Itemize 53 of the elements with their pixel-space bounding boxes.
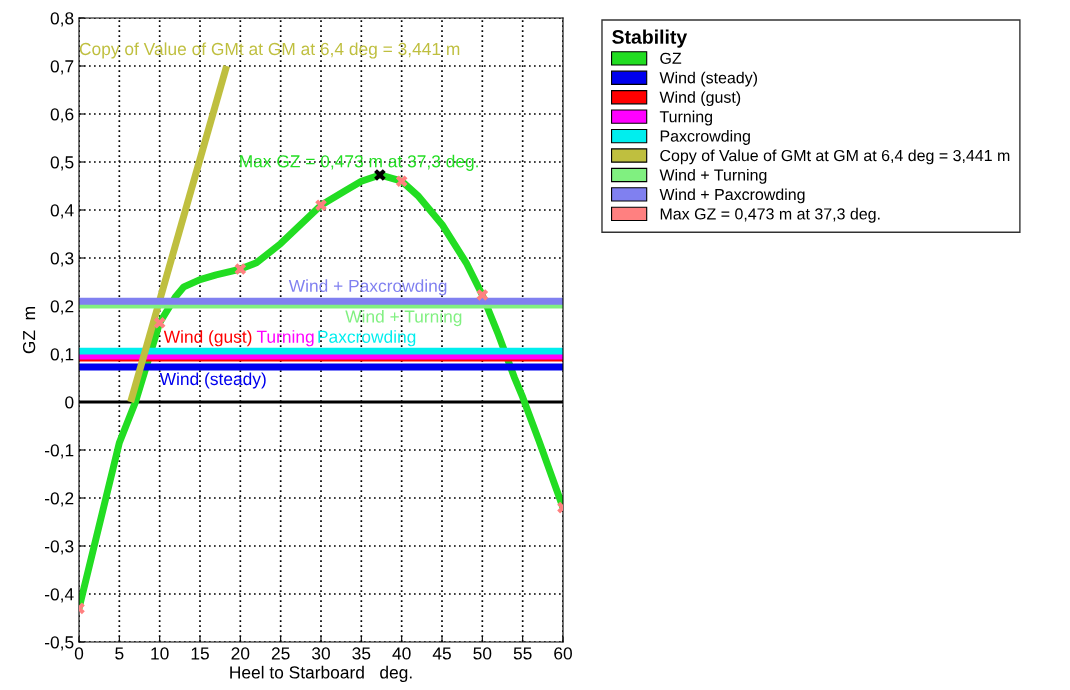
x-tick-label: 10 [151,647,169,660]
x-axis-title: Heel to Starboard deg. [230,665,412,683]
point [395,175,408,188]
annotation: Wind (gust) [163,330,252,347]
y-axis-title: GZ m [22,307,36,354]
annotation: Wind (steady) [159,372,266,389]
x-tick-label: 30 [312,647,330,660]
annotation: Max GZ = 0,473 m at 37,3 deg. [240,154,478,171]
annotation: Wind + Turning [345,309,462,327]
legend-label: Wind + Paxcrowding [659,188,805,204]
x-tick-label: 25 [271,647,290,660]
x-tick-label: 5 [115,647,124,660]
legend-label: Turning [659,110,713,126]
x-tick-label: 15 [191,647,209,660]
legend-label: Paxcrowding [660,130,750,145]
y-tick-label: 0,5 [50,156,74,171]
x-tick-label: 0 [74,647,84,660]
x-tick-label: 35 [352,647,371,660]
legend-label: GZ [660,52,682,64]
y-tick-label: 0,7 [50,60,74,75]
y-tick-label: 0,3 [50,252,74,267]
y-tick-label: 0,6 [50,108,74,123]
legend-label: Wind (steady) [659,71,758,87]
x-tick-label: 60 [554,647,572,660]
point [476,289,489,301]
point [234,263,247,275]
y-tick-label: -0,5 [45,636,74,651]
legend-label: Wind + Turning [659,168,767,184]
x-tick-label: 40 [392,647,411,660]
legend-label: Max GZ = 0,473 m at 37,3 deg. [660,207,880,223]
point [374,169,386,181]
y-tick-label: 0,2 [50,300,74,315]
y-tick-label: -0,2 [45,492,74,507]
y-tick-label: 0 [65,396,74,409]
y-tick-label: -0,3 [45,540,74,555]
legend-label: Copy of Value of GMt at GM at 6,4 deg = 3,441 m [660,149,1010,165]
y-tick-label: 0,8 [50,12,74,27]
legend-title: Stability [612,29,688,48]
x-tick-label: 50 [473,647,492,660]
annotation: Paxcrowding [318,330,416,347]
annotation: Wind + Paxcrowding [288,279,447,296]
legend-label: Wind (gust) [659,91,741,107]
annotation: Turning [256,330,314,347]
point [315,199,327,212]
y-tick-label: 0,4 [50,204,74,219]
point [153,316,166,329]
x-tick-label: 55 [513,647,532,660]
annotation: Copy of Value of GMt at GM at 6,4 deg = 3,441 m [79,42,460,59]
x-tick-label: 45 [432,647,451,660]
y-tick-label: -0,4 [45,588,74,603]
x-tick-label: 20 [231,647,250,660]
y-tick-label: 0,1 [50,348,74,363]
y-tick-label: -0,1 [45,444,74,459]
